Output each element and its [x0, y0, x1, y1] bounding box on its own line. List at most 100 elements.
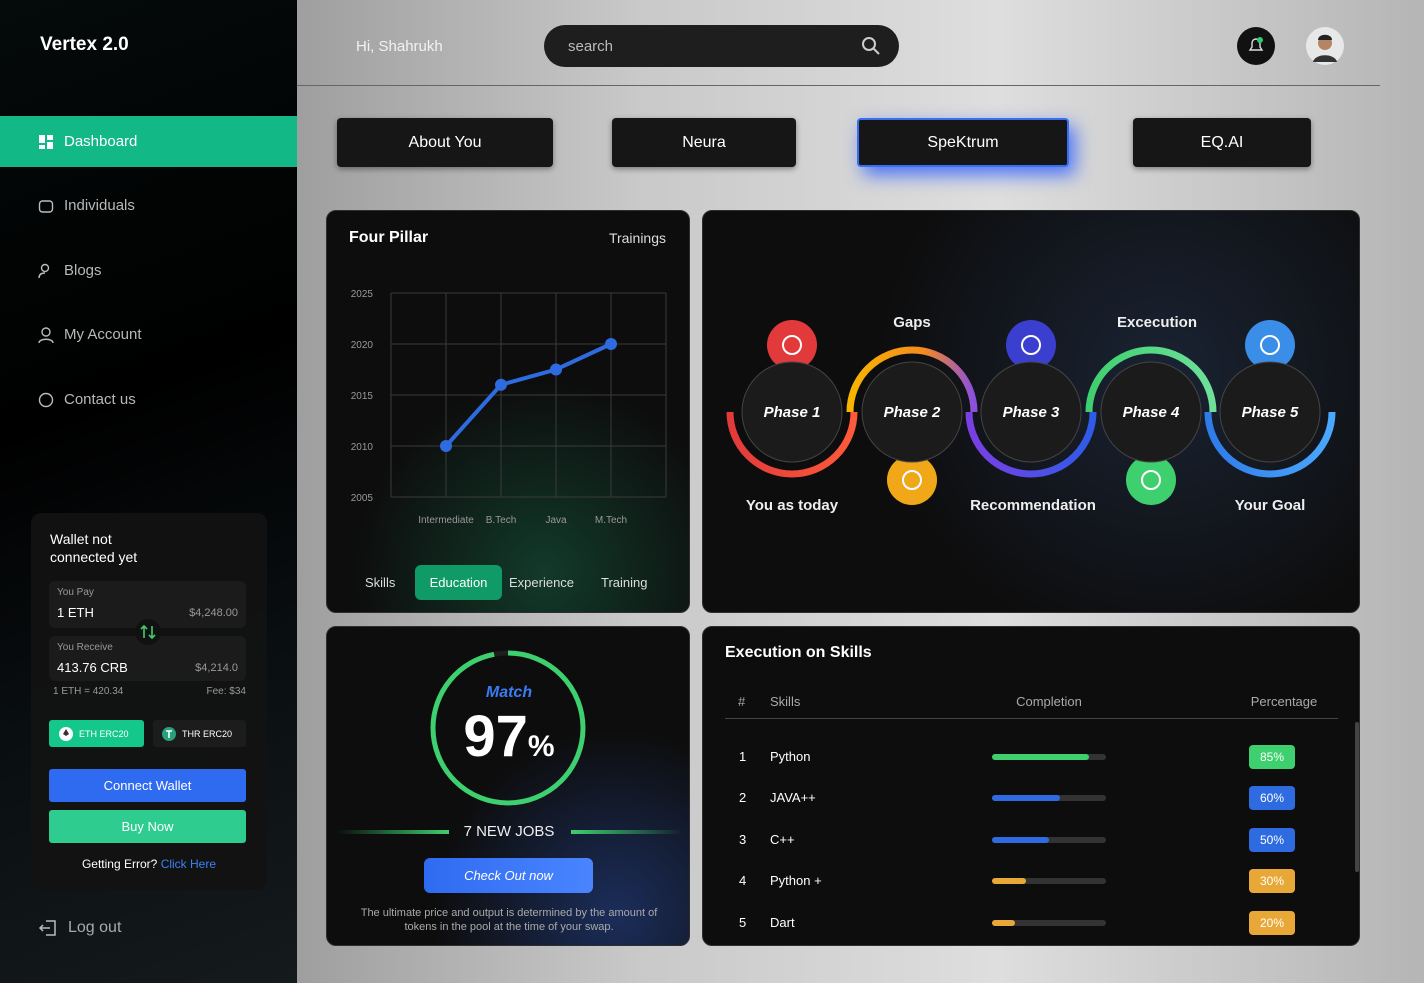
- buy-button[interactable]: Buy Now: [49, 810, 246, 843]
- skill-name: Dart: [770, 915, 795, 930]
- completion-bar: [992, 920, 1015, 926]
- y-tick-label: 2010: [351, 442, 374, 453]
- y-tick-label: 2025: [351, 289, 374, 300]
- logout[interactable]: Log out: [38, 919, 121, 937]
- ring-progress: [430, 650, 586, 806]
- percentage-pill: 85%: [1249, 745, 1295, 769]
- completion-bar: [992, 754, 1089, 760]
- rank: 1: [739, 749, 747, 764]
- tab[interactable]: EQ.AI: [1133, 118, 1311, 167]
- icon-glyph: [902, 470, 922, 490]
- sidebar: Vertex 2.0 Dashboard Individuals Blogs M…: [0, 0, 297, 983]
- completion-bar: [992, 795, 1061, 801]
- icon-glyph: [1021, 335, 1041, 355]
- card-link[interactable]: Trainings: [608, 230, 666, 246]
- match-note: The ultimate price and output is determi…: [360, 907, 658, 933]
- data-point: [440, 440, 452, 452]
- greeting: Hi, Shahrukh: [356, 38, 443, 55]
- match-score: 97%: [327, 703, 689, 770]
- completion-bar: [992, 878, 1027, 884]
- error-text: Getting Error?: [81, 857, 158, 871]
- jobs: 7 NEW JOBS: [463, 823, 555, 840]
- column-header: Skills: [770, 694, 801, 709]
- match-value: 97: [463, 704, 528, 769]
- journey-caption: Gaps: [893, 314, 931, 331]
- data-point: [605, 338, 617, 350]
- x-tick-label: B.Tech: [486, 515, 517, 526]
- phase-label: Phase 1: [764, 404, 821, 421]
- tab[interactable]: About You: [337, 118, 553, 167]
- search-placeholder: search: [568, 38, 614, 55]
- icon-glyph: [1141, 470, 1161, 490]
- bar-track: [992, 878, 1106, 884]
- skills-card: Execution on Skills # Skills Completion …: [702, 626, 1360, 946]
- card-title: Execution on Skills: [725, 644, 872, 661]
- skill-name: JAVA++: [770, 790, 816, 805]
- pay-amount: 1 ETH: [57, 605, 94, 620]
- card-title: Four Pillar: [349, 229, 429, 246]
- phase-circle: [980, 361, 1082, 463]
- icon: [38, 199, 54, 213]
- filter[interactable]: Experience: [509, 575, 575, 590]
- filter[interactable]: Skills: [365, 575, 396, 590]
- journey-card: Phase 1 Phase 2 Phase 3 Phase 4 Phase 5 Gaps E…: [702, 210, 1360, 613]
- y-tick-label: 2015: [351, 391, 374, 402]
- percentage-pill: 60%: [1249, 786, 1295, 810]
- nav-item[interactable]: Blogs: [38, 262, 102, 279]
- phase-icon: [887, 455, 937, 505]
- phase-circle: [1100, 361, 1202, 463]
- icon: [38, 392, 54, 407]
- phase-label: Phase 5: [1242, 404, 1299, 421]
- data-point: [495, 378, 507, 391]
- filter-active[interactable]: Education: [415, 565, 502, 600]
- nav-item[interactable]: Dashboard: [38, 133, 137, 150]
- journey-caption: Your Goal: [1235, 497, 1306, 514]
- header-divider: [297, 85, 1380, 86]
- nav-item[interactable]: My Account: [38, 326, 142, 343]
- bar-track: [992, 837, 1106, 843]
- tab[interactable]: Neura: [612, 118, 796, 167]
- icon: [38, 263, 50, 278]
- icon: [59, 726, 73, 741]
- journey-caption: Recommendation: [970, 497, 1096, 514]
- percentage-pill: 30%: [1249, 869, 1295, 893]
- wallet-card: Wallet not connected yet You Pay 1 ETH $…: [31, 513, 267, 890]
- error-link[interactable]: Click Here: [160, 857, 217, 871]
- rank: 4: [739, 873, 747, 888]
- phase-circle: [861, 361, 963, 463]
- nav-item[interactable]: Individuals: [38, 197, 135, 214]
- four-pillar-card: Four Pillar Trainings 2005 2010 2015 2020 20…: [326, 210, 690, 613]
- token-label: THR ERC20: [182, 728, 233, 739]
- data-point: [550, 363, 562, 376]
- phase-arc: [726, 411, 858, 478]
- y-tick-label: 2020: [351, 340, 374, 351]
- phase-label: Phase 4: [1123, 404, 1180, 421]
- avatar[interactable]: [1305, 26, 1345, 66]
- notification-button[interactable]: [1236, 26, 1276, 66]
- swap-icon[interactable]: [134, 618, 162, 646]
- token-chip[interactable]: ETH ERC20: [49, 720, 144, 747]
- error-row: Getting Error? Click Here: [31, 857, 267, 871]
- header-rule: [725, 718, 1338, 719]
- y-tick-label: 2005: [351, 493, 374, 504]
- x-tick-label: M.Tech: [595, 515, 627, 526]
- rate: 1 ETH = 420.34: [53, 686, 124, 697]
- pay-value: $4,248.00: [189, 607, 238, 619]
- search-box[interactable]: search: [544, 25, 899, 67]
- token-chip[interactable]: THR ERC20: [153, 720, 246, 747]
- phase-icon: [1126, 455, 1176, 505]
- phase-icon: [1006, 320, 1056, 370]
- filter[interactable]: Training: [601, 575, 648, 590]
- connect-button[interactable]: Connect Wallet: [49, 769, 246, 802]
- column-header: Percentage: [1250, 694, 1318, 709]
- icon: [38, 326, 54, 343]
- nav-item[interactable]: Contact us: [38, 391, 136, 408]
- logout-label: Log out: [68, 919, 122, 936]
- receive-value: $4,214.0: [195, 662, 238, 674]
- scrollbar[interactable]: [1355, 722, 1359, 872]
- icon: [39, 134, 53, 149]
- tab-active[interactable]: SpeKtrum: [857, 118, 1069, 167]
- check-out-button[interactable]: Check Out now: [424, 858, 593, 893]
- token-label: ETH ERC20: [79, 728, 129, 739]
